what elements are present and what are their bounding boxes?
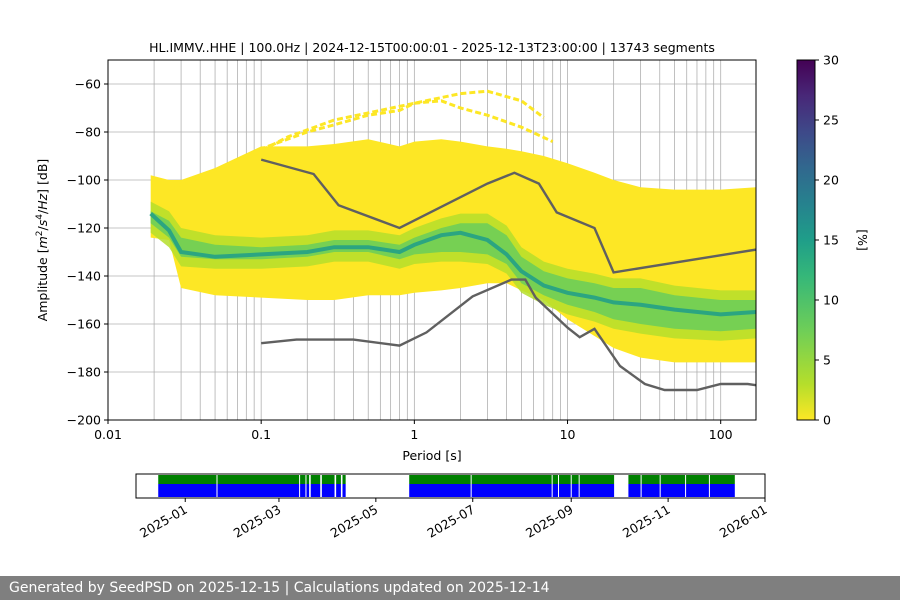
- y-tick-label: −80: [75, 125, 101, 140]
- x-tick-label: 100: [709, 427, 733, 442]
- timeline-tick-label: 2025-11: [620, 502, 673, 541]
- colorbar-label: [%]: [855, 229, 870, 251]
- plot-frame: [107, 59, 757, 421]
- x-axis-label: Period [s]: [402, 448, 461, 463]
- density-ridge: [245, 89, 545, 160]
- x-axis: 0.01 0.1 1 10 100: [94, 420, 733, 442]
- coverage-blue: [628, 484, 735, 497]
- timeline-panel: 2025-01 2025-03 2025-05 2025-07 2025-09 2025-…: [135, 473, 770, 541]
- coverage-green: [336, 475, 341, 484]
- y-axis-label-part: m: [35, 236, 50, 248]
- timeline-frame: [135, 473, 766, 499]
- y-tick-label: −140: [67, 269, 101, 284]
- main-plot: 0.01 0.1 1 10 100 −200 −180 −160 −140 −120 −100 −8…: [35, 59, 757, 463]
- colorbar-tick-label: 15: [823, 233, 839, 248]
- y-axis-label-part: 2: [35, 230, 45, 236]
- y-axis: −200 −180 −160 −140 −120 −100 −80 −60: [67, 77, 108, 428]
- psd-density: [149, 89, 756, 363]
- coverage-blue: [409, 484, 615, 497]
- y-tick-label: −160: [67, 317, 101, 332]
- colorbar-gradient: [796, 59, 816, 421]
- timeline-tick-label: 2025-03: [231, 502, 284, 541]
- timeline-tick-label: 2025-09: [523, 502, 576, 541]
- y-axis-label-part: Hz: [35, 193, 50, 209]
- coverage-green: [158, 475, 310, 484]
- colorbar-ticks: 0 5 10 15 20 25 30: [815, 53, 839, 428]
- x-tick-label: 10: [560, 427, 576, 442]
- y-axis-label-part: Amplitude [: [35, 248, 50, 321]
- coverage-blue: [310, 484, 321, 497]
- noise-model-lines: [260, 158, 756, 392]
- y-axis-label: Amplitude [m2/s4/Hz] [dB]: [35, 159, 50, 322]
- x-tick-label: 1: [410, 427, 418, 442]
- y-axis-label-part: 4: [35, 214, 45, 220]
- y-axis-label-part: ] [dB]: [35, 159, 50, 194]
- coverage-green: [409, 475, 615, 484]
- colorbar-tick-label: 30: [823, 53, 839, 68]
- high-noise-model-line: [260, 158, 756, 274]
- timeline-axis: 2025-01 2025-03 2025-05 2025-07 2025-09 2025-…: [137, 498, 770, 541]
- y-axis-label-part: s: [35, 219, 50, 226]
- colorbar: 0 5 10 15 20 25 30 [%]: [796, 53, 870, 428]
- figure: HL.IMMV..HHE | 100.0Hz | 2024-12-15T00:0…: [35, 40, 870, 541]
- x-tick-label: 0.1: [251, 427, 271, 442]
- coverage-blue: [321, 484, 335, 497]
- timeline-tick-label: 2025-01: [137, 502, 190, 541]
- coverage-blue: [158, 484, 310, 497]
- footer: Generated by SeedPSD on 2025-12-15 | Cal…: [0, 576, 900, 600]
- y-axis-label-part: /: [35, 209, 50, 214]
- y-tick-label: −60: [75, 77, 101, 92]
- y-tick-label: −100: [67, 173, 101, 188]
- colorbar-tick-label: 0: [823, 413, 831, 428]
- low-noise-model-line: [261, 278, 756, 392]
- x-tick-label: 0.01: [94, 427, 122, 442]
- coverage-green: [321, 475, 335, 484]
- coverage-green: [310, 475, 321, 484]
- y-axis-label-part: /: [35, 225, 50, 230]
- colorbar-tick-label: 25: [823, 113, 839, 128]
- timeline-tick-label: 2025-07: [425, 502, 478, 541]
- coverage-green: [342, 475, 346, 484]
- y-tick-label: −200: [67, 413, 101, 428]
- y-tick-label: −120: [67, 221, 101, 236]
- colorbar-tick-label: 20: [823, 173, 839, 188]
- density-mode-line: [149, 212, 756, 317]
- coverage-bars: [158, 475, 735, 497]
- timeline-tick-label: 2025-05: [328, 502, 381, 541]
- coverage-blue: [342, 484, 346, 497]
- chart-title: HL.IMMV..HHE | 100.0Hz | 2024-12-15T00:0…: [149, 40, 715, 55]
- colorbar-tick-label: 10: [823, 293, 839, 308]
- timeline-tick-label: 2026-01: [717, 502, 770, 541]
- colorbar-tick-label: 5: [823, 353, 831, 368]
- density-ridge: [168, 99, 554, 191]
- coverage-green: [628, 475, 735, 484]
- y-tick-label: −180: [67, 365, 101, 380]
- coverage-blue: [336, 484, 341, 497]
